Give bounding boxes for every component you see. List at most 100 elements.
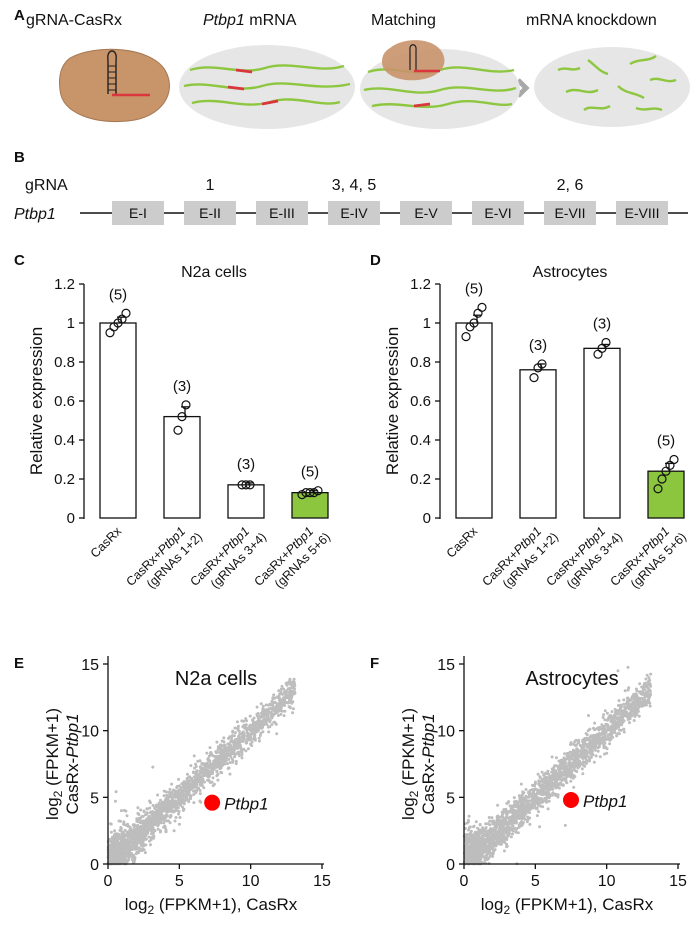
scatter-point [264, 720, 268, 724]
scatter-point [488, 819, 492, 823]
scatter-point [212, 782, 216, 786]
scatter-point [552, 778, 555, 781]
scatter-point [269, 710, 273, 714]
scatter-point [622, 702, 626, 706]
scatter-point [500, 842, 503, 846]
scatter-point [185, 772, 189, 776]
scatter-point [144, 832, 148, 836]
scatter-point [538, 825, 542, 829]
scatter-point [571, 763, 575, 767]
data-point [529, 373, 539, 383]
scatter-point [128, 855, 131, 858]
scatter-point [537, 810, 540, 814]
scatter-point [251, 730, 255, 734]
scatter-point [508, 804, 512, 808]
scatter-point [228, 761, 232, 764]
y-axis-label-sub: 2 [407, 790, 421, 797]
scatter-point [511, 820, 515, 824]
scatter-point [279, 704, 283, 708]
scatter-point [194, 783, 198, 787]
panel-b: B gRNA Ptbp1 E-I E-II E-III E-IV E-V E-VI E-VI… [14, 149, 688, 225]
scatter-point [512, 796, 516, 800]
scatter-point [240, 719, 244, 723]
scatter-point [252, 727, 256, 731]
scatter-point [520, 800, 524, 804]
scatter-point [245, 719, 248, 723]
scatter-point [577, 764, 581, 768]
scatter-point [239, 750, 242, 754]
scatter-point [502, 826, 506, 830]
scatter-point [179, 797, 183, 801]
scatter-point [602, 713, 606, 717]
scatter-point [502, 849, 506, 853]
category-line-1: CasRx [444, 524, 481, 561]
scatter-point [504, 828, 508, 832]
scatter-point [149, 843, 152, 847]
scatter-point [616, 709, 620, 712]
scatter-point [646, 698, 650, 702]
scatter-point [125, 814, 129, 818]
scatter-point [208, 746, 212, 750]
scatter-point [152, 828, 156, 832]
scatter-point [592, 745, 596, 749]
scatter-point [238, 744, 242, 748]
scatter-point [118, 828, 122, 832]
scatter-point [170, 798, 174, 802]
scatter-point [634, 701, 638, 705]
scatter-point [257, 739, 261, 743]
panel-e-letter: E [14, 655, 24, 672]
scatter-point [600, 723, 604, 727]
scatter-point [169, 793, 173, 797]
scatter-point [491, 847, 495, 851]
scatter-point [151, 818, 154, 822]
scatter-point [554, 756, 558, 760]
grna-position-label: 3, 4, 5 [332, 177, 377, 194]
scatter-point [514, 828, 518, 831]
scatter-point [470, 855, 474, 858]
y-tick-label: 0 [67, 510, 75, 527]
scatter-point [557, 771, 561, 775]
scatter-point [220, 739, 224, 743]
scatter-point [220, 760, 224, 764]
scatter-point [648, 701, 652, 705]
scatter-point [289, 689, 293, 693]
scatter-point [288, 705, 292, 709]
scatter-point [168, 821, 172, 825]
scatter-point [142, 826, 146, 830]
scatter-point [602, 745, 606, 749]
scatter-point [484, 822, 488, 826]
scatter-point [252, 737, 256, 741]
y-tick-label: 0.2 [54, 471, 75, 488]
scatter-point [545, 791, 549, 795]
data-point [473, 308, 483, 318]
scatter-point [246, 747, 250, 751]
y-tick-label: 0.8 [410, 354, 431, 371]
scatter-point [609, 728, 612, 732]
scatter-point [467, 814, 471, 818]
scatter-point [274, 705, 278, 708]
scatter-point [508, 832, 511, 836]
y-axis-label-suffix: (FPKM+1) [43, 708, 62, 791]
scatter-point [576, 766, 580, 770]
scatter-points [106, 677, 297, 866]
gene-row-label: Ptbp1 [14, 206, 56, 223]
scatter-point [163, 800, 167, 804]
scatter-point [139, 826, 143, 830]
scatter-point [113, 842, 117, 846]
scatter-point [493, 835, 497, 839]
scatter-point [121, 831, 125, 835]
scatter-point [511, 824, 515, 828]
scatter-point [570, 753, 574, 757]
scatter-point [488, 828, 492, 832]
scatter-point [126, 835, 130, 839]
scatter-point [228, 747, 232, 751]
exon-box [472, 201, 524, 225]
scatter-point [483, 827, 487, 831]
scatter-point [646, 693, 650, 697]
scatter-point [113, 829, 117, 833]
scatter-point [244, 749, 248, 753]
scatter-point [140, 834, 144, 838]
scatter-point [518, 804, 522, 808]
scatter-point [241, 725, 245, 729]
scatter-point [563, 823, 567, 827]
